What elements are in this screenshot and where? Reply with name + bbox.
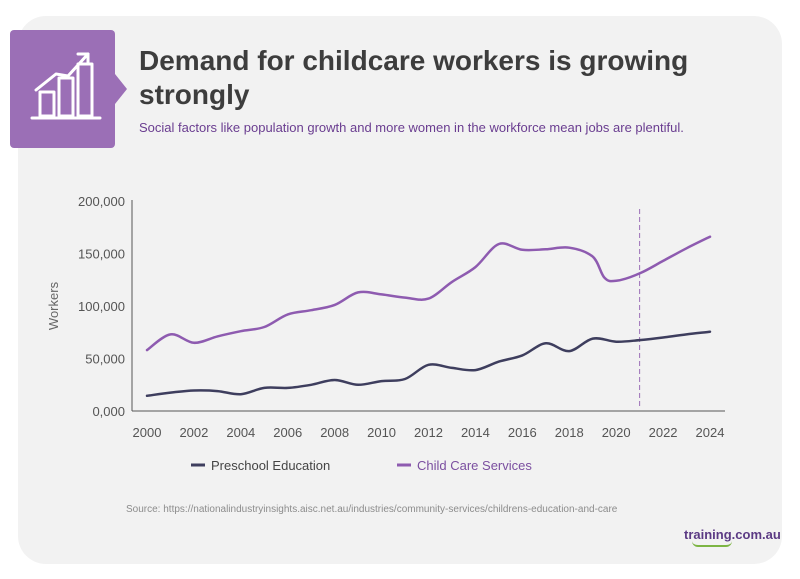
x-tick-label: 2008 <box>320 425 349 440</box>
x-tick-label: 2024 <box>696 425 725 440</box>
y-tick-label: 50,000 <box>85 352 125 367</box>
title-badge <box>10 30 115 148</box>
brand-swoosh <box>692 541 732 547</box>
page-subtitle: Social factors like population growth an… <box>139 120 684 135</box>
title-badge-pointer <box>115 74 127 104</box>
legend-label-child-care-services: Child Care Services <box>417 458 532 473</box>
x-tick-label: 2002 <box>179 425 208 440</box>
x-tick-label: 2022 <box>649 425 678 440</box>
x-tick-label: 2006 <box>273 425 302 440</box>
x-tick-label: 2016 <box>508 425 537 440</box>
legend-label-preschool-education: Preschool Education <box>211 458 330 473</box>
y-axis-label: Workers <box>46 281 61 330</box>
series-line-preschool-education <box>145 330 712 398</box>
x-tick-label: 2000 <box>133 425 162 440</box>
y-tick-label: 200,000 <box>78 194 125 209</box>
bar-chart-growth-icon <box>30 52 102 120</box>
brand-logo: training.com.au <box>684 527 781 542</box>
x-tick-label: 2010 <box>367 425 396 440</box>
series-line-child-care-services <box>145 235 712 352</box>
y-tick-label: 0,000 <box>92 404 125 419</box>
x-tick-label: 2018 <box>555 425 584 440</box>
x-tick-label: 2020 <box>602 425 631 440</box>
y-tick-label: 150,000 <box>78 247 125 262</box>
x-tick-label: 2012 <box>414 425 443 440</box>
page-title: Demand for childcare workers is growing … <box>139 45 689 110</box>
y-tick-label: 100,000 <box>78 299 125 314</box>
source-note: Source: https://nationalindustryinsights… <box>126 504 618 515</box>
card-background <box>18 16 782 564</box>
x-tick-label: 2004 <box>226 425 255 440</box>
x-tick-label: 2014 <box>461 425 490 440</box>
